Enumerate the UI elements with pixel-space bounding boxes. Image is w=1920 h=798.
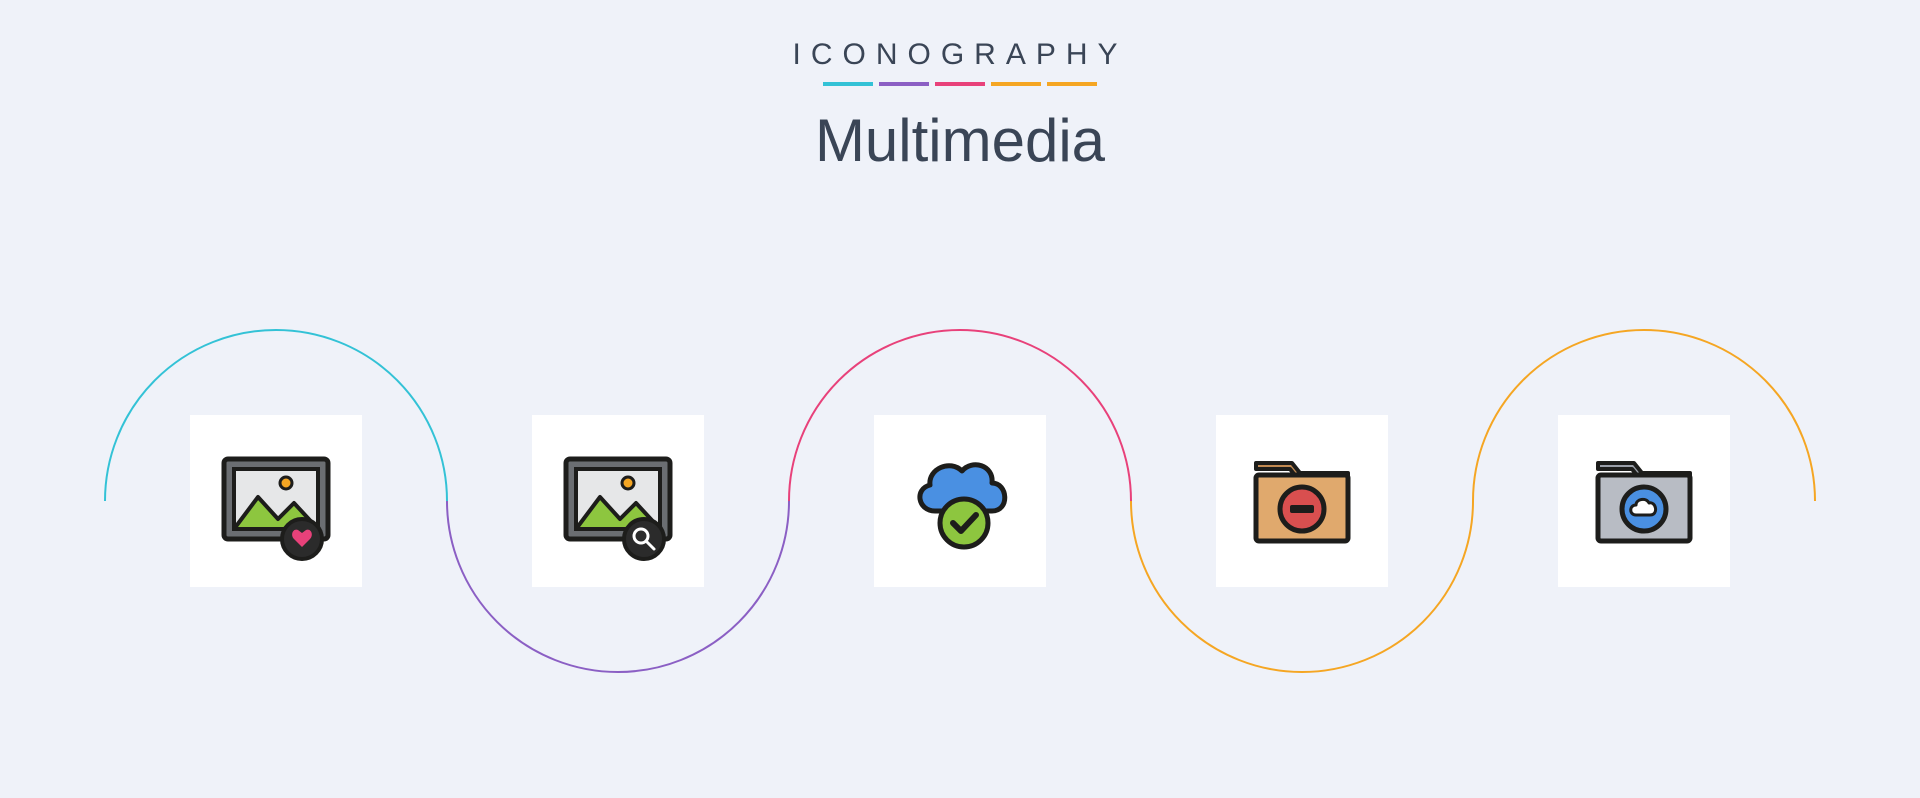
brand-text: ICONOGRAPHY xyxy=(0,38,1920,72)
folder-cloud-icon xyxy=(1584,441,1704,561)
icon-card-2 xyxy=(532,415,704,587)
underline-seg-1 xyxy=(823,82,873,86)
cloud-check-icon xyxy=(900,441,1020,561)
folder-remove-icon xyxy=(1242,441,1362,561)
icon-card-1 xyxy=(190,415,362,587)
underline-seg-4 xyxy=(991,82,1041,86)
icons-row xyxy=(0,415,1920,587)
underline-seg-2 xyxy=(879,82,929,86)
photo-favorite-icon xyxy=(216,441,336,561)
icon-card-3 xyxy=(874,415,1046,587)
icon-card-4 xyxy=(1216,415,1388,587)
page-title: Multimedia xyxy=(0,106,1920,175)
photo-search-icon xyxy=(558,441,678,561)
underline-seg-5 xyxy=(1047,82,1097,86)
underline-seg-3 xyxy=(935,82,985,86)
brand-underline xyxy=(0,82,1920,86)
icon-card-5 xyxy=(1558,415,1730,587)
